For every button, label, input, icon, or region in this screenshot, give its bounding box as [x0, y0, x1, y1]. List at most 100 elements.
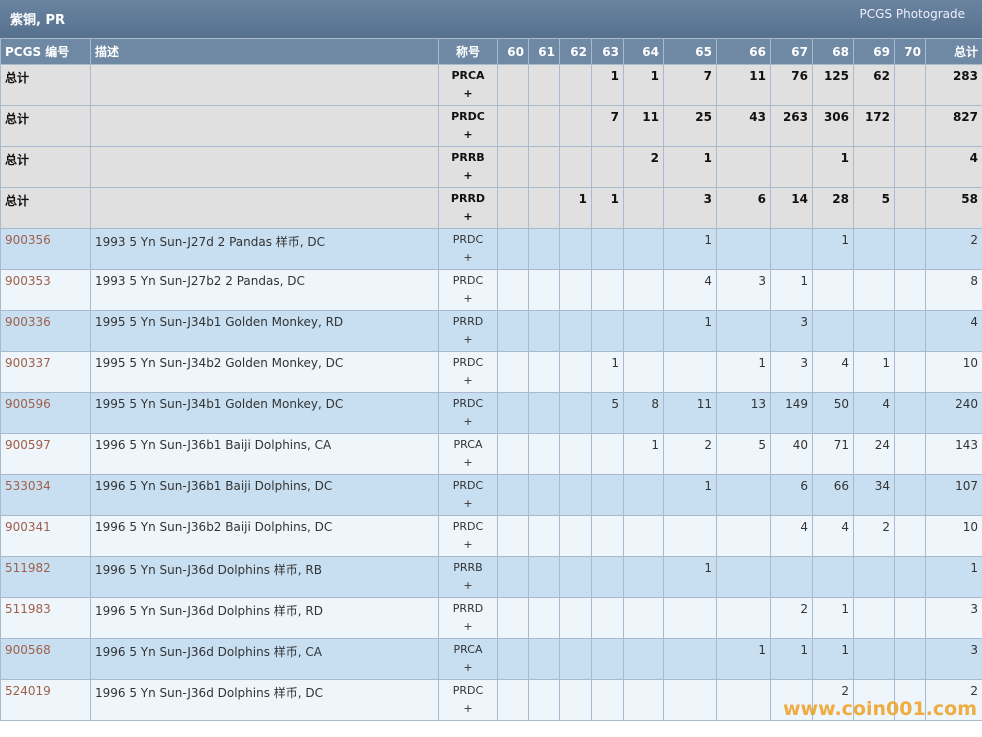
coin-link[interactable]: 900337	[5, 356, 51, 370]
total-cell: 10	[925, 351, 982, 393]
title-bar: 紫铜, PR PCGS Photograde	[0, 0, 982, 38]
count-cell	[591, 515, 624, 557]
count-cell	[528, 597, 560, 639]
coin-link[interactable]: 900356	[5, 233, 51, 247]
count-cell	[497, 433, 529, 475]
count-cell: 172	[853, 105, 895, 147]
count-cell: 6	[716, 187, 771, 229]
count-cell: 4	[812, 351, 854, 393]
coin-link[interactable]: 533034	[5, 479, 51, 493]
id-cell: 900336	[0, 310, 91, 352]
plus: +	[463, 251, 473, 264]
coin-link[interactable]: 900596	[5, 397, 51, 411]
total-cell: 4	[925, 146, 982, 188]
designation-cell: PRRB +	[438, 146, 498, 188]
total-cell: 1	[925, 556, 982, 598]
total-cell: 827	[925, 105, 982, 147]
count-cell	[623, 228, 664, 270]
data-row: 900336 1995 5 Yn Sun-J34b1 Golden Monkey,…	[0, 310, 982, 352]
plus: +	[463, 456, 473, 469]
count-cell	[770, 556, 813, 598]
column-header: 62	[559, 38, 592, 65]
total-cell: 143	[925, 433, 982, 475]
count-cell	[591, 597, 624, 639]
data-row: 533034 1996 5 Yn Sun-J36b1 Baiji Dolphins…	[0, 474, 982, 516]
count-cell	[623, 351, 664, 393]
coin-link[interactable]: 524019	[5, 684, 51, 698]
count-cell	[528, 433, 560, 475]
coin-link[interactable]: 900597	[5, 438, 51, 452]
count-cell: 13	[716, 392, 771, 434]
count-cell: 66	[812, 474, 854, 516]
count-cell	[591, 228, 624, 270]
plus: +	[463, 579, 473, 592]
count-cell	[894, 146, 926, 188]
count-cell	[497, 351, 529, 393]
count-cell: 1	[716, 638, 771, 680]
count-cell	[853, 146, 895, 188]
data-row: 511982 1996 5 Yn Sun-J36d Dolphins 样币, RB…	[0, 556, 982, 598]
count-cell	[559, 351, 592, 393]
count-cell: 1	[663, 556, 717, 598]
photograde-link[interactable]: PCGS Photograde	[859, 7, 965, 21]
coin-link[interactable]: 511982	[5, 561, 51, 575]
coin-link[interactable]: 900341	[5, 520, 51, 534]
coin-link[interactable]: 900568	[5, 643, 51, 657]
count-cell: 306	[812, 105, 854, 147]
header-row: PCGS 编号 描述 称号 60 61 62 63 64 65 66 67 68 69 70 总计	[0, 38, 982, 65]
coin-link[interactable]: 511983	[5, 602, 51, 616]
total-cell: 3	[925, 597, 982, 639]
count-cell: 5	[716, 433, 771, 475]
count-cell	[716, 310, 771, 352]
count-cell	[623, 638, 664, 680]
count-cell: 263	[770, 105, 813, 147]
coin-link[interactable]: 900336	[5, 315, 51, 329]
plus: +	[463, 374, 473, 387]
designation-cell: PRDC +	[438, 392, 498, 434]
count-cell	[623, 187, 664, 229]
count-cell: 1	[812, 228, 854, 270]
designation-cell: PRRD +	[438, 310, 498, 352]
count-cell	[559, 269, 592, 311]
count-cell: 1	[812, 597, 854, 639]
total-row: 总计 PRRB +2 1 1 4	[0, 146, 982, 188]
count-cell: 149	[770, 392, 813, 434]
count-cell: 71	[812, 433, 854, 475]
designation: PRDC	[452, 684, 484, 697]
count-cell: 1	[770, 269, 813, 311]
count-cell	[623, 556, 664, 598]
count-cell: 125	[812, 64, 854, 106]
plus: +	[463, 169, 473, 182]
id-cell: 总计	[0, 187, 91, 229]
data-row: 900337 1995 5 Yn Sun-J34b2 Golden Monkey,…	[0, 351, 982, 393]
designation: PRCA	[453, 438, 483, 451]
count-cell	[497, 269, 529, 311]
count-cell: 5	[853, 187, 895, 229]
description-cell	[90, 105, 439, 147]
id-cell: 900596	[0, 392, 91, 434]
total-row: 总计 PRCA +1 1 7 11 76 125 62 283	[0, 64, 982, 106]
count-cell	[528, 515, 560, 557]
count-cell: 7	[663, 64, 717, 106]
count-cell: 28	[812, 187, 854, 229]
data-row: 900353 1993 5 Yn Sun-J27b2 2 Pandas, DC PR…	[0, 269, 982, 311]
count-cell	[623, 269, 664, 311]
count-cell: 1	[663, 310, 717, 352]
column-header: 63	[591, 38, 624, 65]
count-cell: 1	[770, 638, 813, 680]
designation-cell: PRRD +	[438, 187, 498, 229]
coin-link[interactable]: 900353	[5, 274, 51, 288]
description-cell	[90, 146, 439, 188]
count-cell: 2	[623, 146, 664, 188]
description-cell: 1996 5 Yn Sun-J36d Dolphins 样币, RD	[90, 597, 439, 639]
count-cell	[497, 310, 529, 352]
count-cell	[559, 515, 592, 557]
count-cell	[663, 679, 717, 721]
designation: PRDC	[452, 274, 484, 287]
count-cell	[497, 146, 529, 188]
designation-cell: PRDC +	[438, 105, 498, 147]
count-cell	[716, 228, 771, 270]
count-cell: 4	[812, 515, 854, 557]
id-cell: 511983	[0, 597, 91, 639]
count-cell	[623, 474, 664, 516]
